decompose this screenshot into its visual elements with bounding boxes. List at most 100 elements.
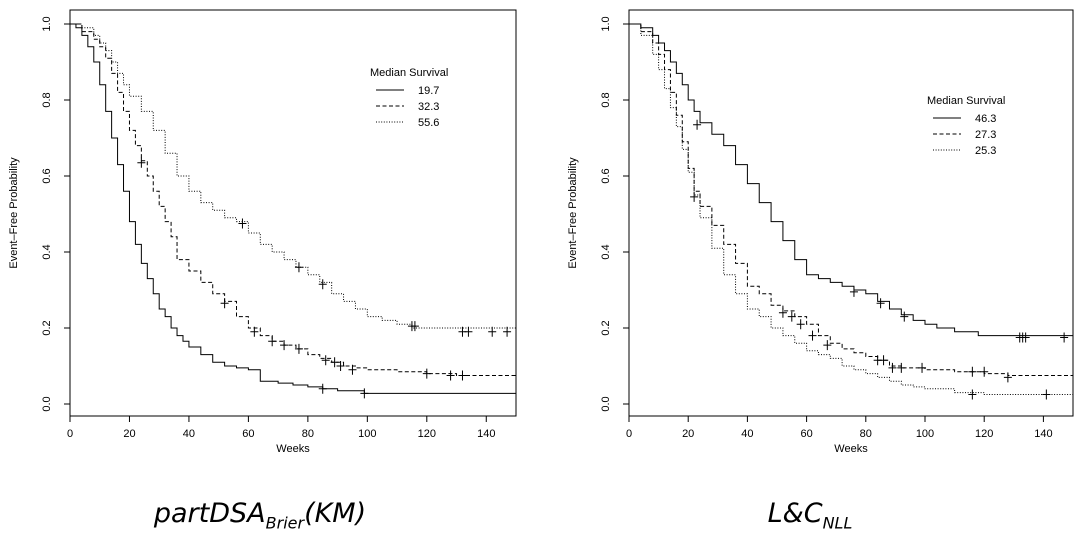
left-caption-subscript: Brier <box>265 513 305 533</box>
censor-mark <box>294 343 303 354</box>
censor-mark <box>693 119 702 130</box>
y-tick-label: 0.2 <box>41 320 53 335</box>
series-line-27-3 <box>629 23 1074 404</box>
censor-mark <box>360 388 369 399</box>
y-tick-label: 0.0 <box>41 396 53 411</box>
censor-mark <box>918 362 927 373</box>
right-caption: L&CNLL <box>730 498 890 532</box>
x-tick-label: 60 <box>800 428 812 440</box>
x-tick-label: 40 <box>183 428 195 440</box>
censor-mark <box>503 326 512 337</box>
y-tick-label: 0.4 <box>41 244 53 259</box>
y-axis-label: Event–Free Probability <box>567 157 579 269</box>
y-tick-label: 0.0 <box>600 396 612 411</box>
series-line-25-3 <box>629 23 1074 404</box>
x-tick-label: 60 <box>242 428 254 440</box>
censor-mark <box>1042 389 1051 400</box>
y-tick-label: 1.0 <box>41 16 53 31</box>
censor-mark <box>238 218 247 229</box>
censor-mark <box>980 366 989 377</box>
censor-mark <box>250 326 259 337</box>
censor-mark <box>268 336 277 347</box>
x-tick-label: 120 <box>418 428 436 440</box>
legend-entry: 27.3 <box>975 129 996 141</box>
censor-mark <box>410 321 419 332</box>
x-tick-label: 80 <box>302 428 314 440</box>
censor-mark <box>968 389 977 400</box>
y-axis-label: Event–Free Probability <box>8 157 20 269</box>
censor-mark <box>778 307 787 318</box>
censor-mark <box>1003 372 1012 383</box>
y-tick-label: 0.8 <box>600 92 612 107</box>
left-caption-tail: (KM) <box>304 498 367 529</box>
y-tick-label: 1.0 <box>600 16 612 31</box>
series-line-55-6 <box>70 23 517 404</box>
censor-mark <box>879 355 888 366</box>
censor-mark <box>888 362 897 373</box>
x-tick-label: 20 <box>123 428 135 440</box>
plot-frame <box>69 9 517 417</box>
censor-mark <box>849 286 858 297</box>
right-caption-subscript: NLL <box>822 513 853 533</box>
censor-mark <box>318 383 327 394</box>
x-tick-label: 120 <box>975 428 993 440</box>
censor-mark <box>796 319 805 330</box>
legend-entry: 46.3 <box>975 113 996 125</box>
censor-mark <box>458 370 467 381</box>
series-line-46-3 <box>629 23 1074 404</box>
censor-mark <box>488 326 497 337</box>
right-survival-plot: 0 20 40 60 80 100 120 140 0.0 0.2 0.4 0.6 0.8 1.0 Week… <box>567 9 1074 455</box>
legend-entry: 25.3 <box>975 145 996 157</box>
y-tick-label: 0.4 <box>600 244 612 259</box>
left-caption: partDSABrier(KM) <box>110 498 410 532</box>
censor-mark <box>900 311 909 322</box>
x-tick-label: 20 <box>682 428 694 440</box>
left-survival-plot: 0 20 40 60 80 100 120 140 0.0 0.2 0.4 0.6 0.8 1.0 Week… <box>8 9 517 455</box>
censor-mark <box>330 357 339 368</box>
x-tick-label: 100 <box>916 428 934 440</box>
x-tick-label: 140 <box>477 428 495 440</box>
right-caption-main: L&C <box>767 498 823 529</box>
censor-mark <box>1021 332 1030 343</box>
y-tick-label: 0.6 <box>600 168 612 183</box>
plot-frame <box>628 9 1074 417</box>
censor-mark <box>336 361 345 371</box>
censor-mark <box>137 157 146 168</box>
x-tick-label: 80 <box>860 428 872 440</box>
censor-mark <box>823 340 832 351</box>
x-axis-label: Weeks <box>276 443 310 455</box>
legend-title: Median Survival <box>370 67 448 79</box>
figure: 0 20 40 60 80 100 120 140 0.0 0.2 0.4 0.6 0.8 1.0 Week… <box>8 9 1074 455</box>
series-line-19-7 <box>70 23 517 404</box>
censor-mark <box>464 326 473 337</box>
x-tick-label: 100 <box>358 428 376 440</box>
censor-mark <box>1060 332 1069 343</box>
legend-entry: 32.3 <box>418 101 439 113</box>
censor-mark <box>280 340 289 351</box>
censor-mark <box>348 364 357 375</box>
censor-mark <box>321 355 330 366</box>
x-axis-label: Weeks <box>834 443 868 455</box>
censor-mark <box>897 362 906 373</box>
x-tick-label: 0 <box>67 428 73 440</box>
x-tick-label: 0 <box>626 428 632 440</box>
censor-mark <box>876 298 885 309</box>
legend-title: Median Survival <box>927 95 1005 107</box>
censor-mark <box>446 370 455 381</box>
censor-mark <box>220 298 229 309</box>
censor-mark <box>294 262 303 273</box>
censor-mark <box>787 311 796 322</box>
left-caption-main: partDSA <box>153 498 266 529</box>
censor-mark <box>422 368 431 379</box>
censor-mark <box>968 366 977 377</box>
x-tick-label: 40 <box>741 428 753 440</box>
series-line-32-3 <box>70 23 517 404</box>
legend-entry: 19.7 <box>418 85 439 97</box>
y-tick-label: 0.2 <box>600 320 612 335</box>
x-tick-label: 140 <box>1034 428 1052 440</box>
censor-mark <box>318 279 327 290</box>
legend-entry: 55.6 <box>418 117 439 129</box>
y-tick-label: 0.6 <box>41 168 53 183</box>
y-tick-label: 0.8 <box>41 92 53 107</box>
censor-mark <box>808 330 817 341</box>
